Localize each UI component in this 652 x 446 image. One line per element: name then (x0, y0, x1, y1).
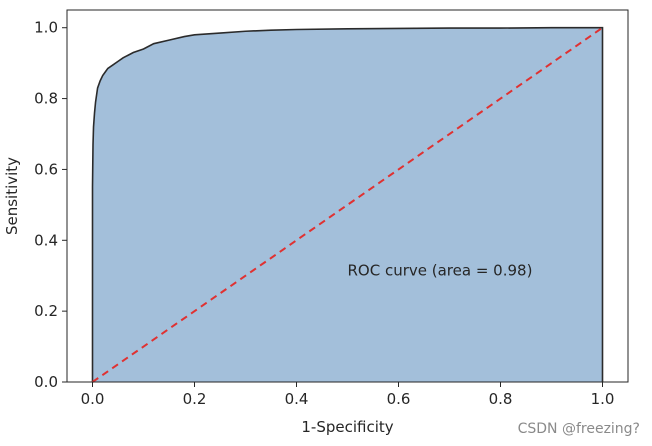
y-axis-label: Sensitivity (3, 157, 21, 235)
plot-frame (66, 9, 629, 383)
y-tick-label: 0.2 (34, 302, 58, 320)
roc-annotation: ROC curve (area = 0.98) (348, 262, 533, 280)
watermark-text: CSDN @freezing? (518, 421, 640, 437)
y-axis-ticks: 0.0 0.2 0.4 0.6 0.8 1.0 (34, 19, 67, 391)
x-axis-ticks: 0.0 0.2 0.4 0.6 0.8 1.0 (81, 382, 615, 408)
roc-curve-line (91, 26, 604, 382)
y-tick-label: 0.4 (34, 231, 58, 249)
x-axis-label: 1-Specificity (301, 418, 393, 436)
x-tick-label: 0.0 (81, 390, 105, 408)
x-tick-label: 0.4 (285, 390, 309, 408)
y-tick-label: 1.0 (34, 19, 58, 37)
x-tick-label: 0.2 (183, 390, 207, 408)
chance-diagonal-line (91, 26, 604, 383)
x-tick-label: 1.0 (591, 390, 615, 408)
roc-area-fill (92, 27, 603, 383)
y-tick-label: 0.8 (34, 90, 58, 108)
y-tick-label: 0.0 (34, 373, 58, 391)
x-tick-label: 0.6 (387, 390, 411, 408)
y-tick-label: 0.6 (34, 160, 58, 178)
x-tick-label: 0.8 (489, 390, 513, 408)
